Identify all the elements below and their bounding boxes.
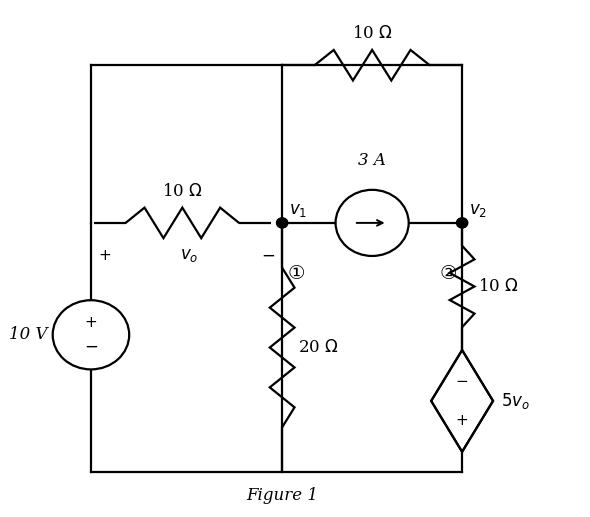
Text: $5v_o$: $5v_o$ <box>502 391 530 411</box>
Text: 20 $\Omega$: 20 $\Omega$ <box>298 339 339 356</box>
Circle shape <box>277 218 288 228</box>
Circle shape <box>53 300 129 369</box>
Text: Figure 1: Figure 1 <box>246 486 318 504</box>
Text: ①: ① <box>287 264 305 283</box>
Text: +: + <box>455 413 468 428</box>
Text: $v_2$: $v_2$ <box>469 202 487 219</box>
Text: 10 $\Omega$: 10 $\Omega$ <box>162 183 202 200</box>
Text: 10 V: 10 V <box>9 326 47 343</box>
Text: −: − <box>261 247 275 265</box>
Polygon shape <box>431 350 493 452</box>
Text: +: + <box>99 249 112 264</box>
Circle shape <box>457 218 468 228</box>
Text: $v_o$: $v_o$ <box>180 248 199 265</box>
Text: 3 A: 3 A <box>358 153 386 170</box>
Circle shape <box>336 190 409 256</box>
Text: +: + <box>84 315 97 330</box>
Text: 10 $\Omega$: 10 $\Omega$ <box>352 25 392 42</box>
Text: ②: ② <box>440 264 457 283</box>
Text: −: − <box>455 374 468 389</box>
Text: −: − <box>84 338 98 356</box>
Text: 10 $\Omega$: 10 $\Omega$ <box>478 278 519 295</box>
Text: $v_1$: $v_1$ <box>289 202 307 219</box>
